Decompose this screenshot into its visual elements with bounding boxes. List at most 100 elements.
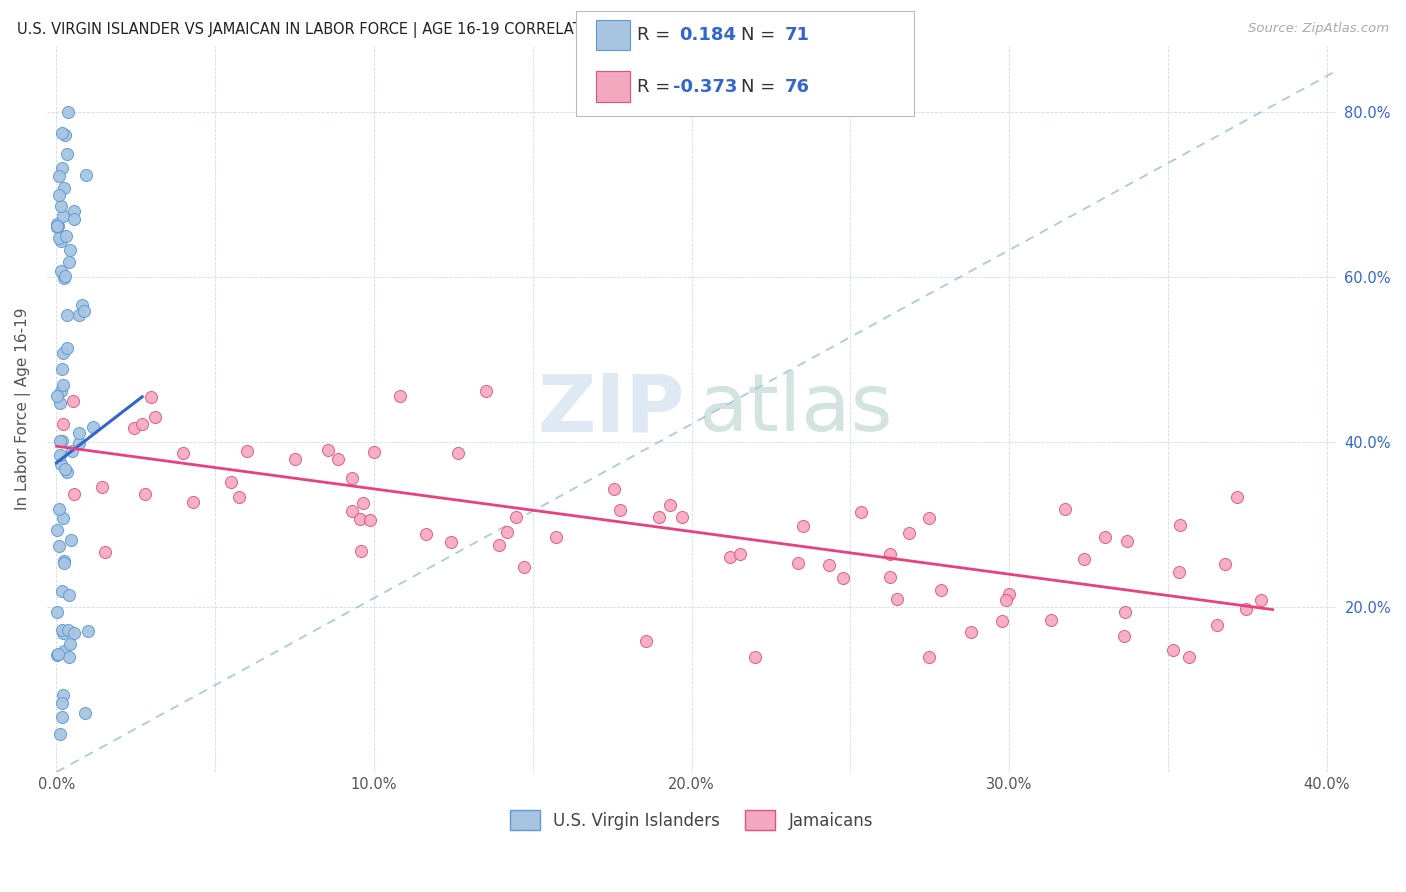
Point [284,452,307,467]
Point [1054,501,1077,516]
Point [51,710,73,724]
Point [52,209,75,223]
Point [59,637,82,651]
Point [994,593,1017,607]
Point [544,530,567,544]
Point [879,570,901,584]
Point [53,461,76,475]
Point [52,180,75,194]
Point [1163,643,1185,657]
Point [63,212,86,227]
Point [82,419,104,434]
Point [49,448,72,462]
Point [440,535,463,549]
Point [62,393,84,408]
Point [60,443,83,458]
Point [53,269,76,284]
Point [505,509,527,524]
Point [48,188,70,202]
Point [388,388,411,402]
Point [46,219,69,234]
Point [51,362,73,376]
Point [58,254,80,268]
Point [51,623,73,637]
Point [73,706,96,720]
Point [603,482,626,496]
Point [879,547,901,561]
Point [53,554,76,568]
Text: N =: N = [741,78,780,95]
Point [1234,602,1257,616]
Point [918,649,941,664]
Point [849,505,872,519]
Point [51,434,73,449]
Point [744,649,766,664]
Text: ZIP: ZIP [538,370,685,448]
Point [648,509,671,524]
Point [181,495,204,509]
Point [49,727,72,741]
Point [59,533,82,548]
Point [52,644,75,658]
Text: 0.184: 0.184 [679,26,737,44]
Point [728,548,751,562]
Point [636,633,658,648]
Point [340,504,363,518]
Point [340,471,363,485]
Point [73,304,96,318]
Point [495,525,517,540]
Point [70,298,93,312]
Point [718,549,741,564]
Point [671,510,693,524]
Point [46,648,69,662]
Point [474,384,496,398]
Point [1178,649,1201,664]
Point [832,572,855,586]
Point [46,219,69,234]
Text: U.S. VIRGIN ISLANDER VS JAMAICAN IN LABOR FORCE | AGE 16-19 CORRELATION CHART: U.S. VIRGIN ISLANDER VS JAMAICAN IN LABO… [17,22,662,38]
Point [792,518,814,533]
Point [352,495,374,509]
Point [446,446,468,460]
Point [52,511,75,525]
Point [886,592,908,607]
Point [48,169,70,183]
Point [959,624,981,639]
Point [46,605,69,619]
Point [51,126,73,140]
Point [46,217,69,231]
Point [360,513,382,527]
Point [1213,558,1236,572]
Point [48,502,70,516]
Point [53,128,76,142]
Point [49,199,72,213]
Point [56,308,79,322]
Point [58,588,80,602]
Text: N =: N = [741,26,780,44]
Point [141,390,163,404]
Point [363,444,385,458]
Point [1112,629,1135,643]
Point [350,544,373,558]
Point [46,219,69,234]
Point [787,556,810,570]
Point [997,587,1019,601]
Point [63,626,86,640]
Point [67,425,90,440]
Legend: U.S. Virgin Islanders, Jamaicans: U.S. Virgin Islanders, Jamaicans [503,804,880,837]
Point [219,475,242,489]
Point [991,614,1014,628]
Point [55,228,77,243]
Point [52,270,75,285]
Point [48,539,70,553]
Point [46,389,69,403]
Point [56,147,79,161]
Point [67,435,90,450]
Point [90,480,112,494]
Point [134,487,156,501]
Point [52,378,75,392]
Point [415,526,437,541]
Point [46,524,69,538]
Point [58,649,80,664]
Point [63,203,86,218]
